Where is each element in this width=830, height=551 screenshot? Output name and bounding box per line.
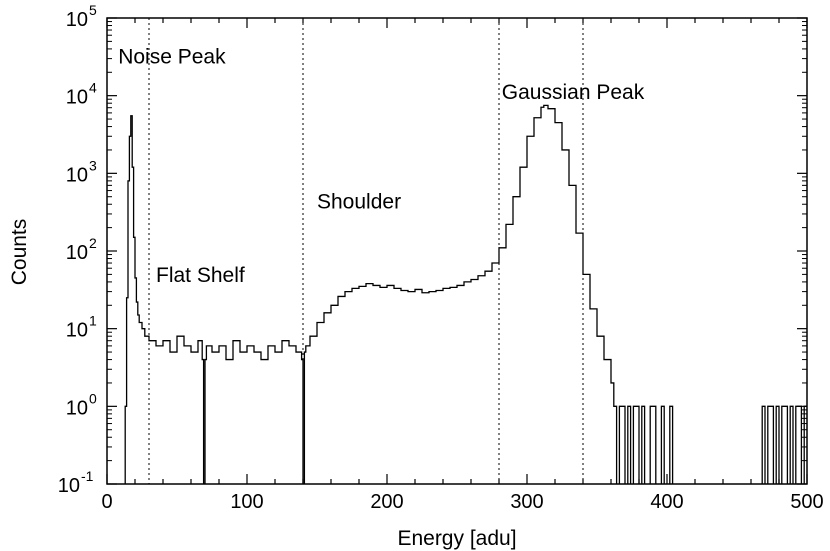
y-tick-label: 10 4 bbox=[66, 80, 97, 109]
x-tick-label: 500 bbox=[790, 491, 823, 513]
x-tick-label: 400 bbox=[650, 491, 683, 513]
y-tick-label: 10 1 bbox=[66, 313, 97, 342]
y-tick-base: 10 bbox=[66, 9, 88, 31]
x-axis-ticks bbox=[106, 18, 808, 484]
y-tick-exponent: 3 bbox=[89, 157, 97, 173]
y-tick-base: 10 bbox=[66, 397, 88, 419]
y-tick-label: 10 3 bbox=[66, 157, 97, 186]
y-tick-base: 10 bbox=[66, 320, 88, 342]
y-axis-title: Counts bbox=[8, 219, 31, 286]
counts-histogram-line bbox=[124, 104, 807, 484]
y-tick-base: 10 bbox=[66, 87, 88, 109]
annotation-label: Shoulder bbox=[317, 191, 401, 214]
annotation-label: Flat Shelf bbox=[156, 264, 245, 287]
chart-annotations: Noise Peak Flat Shelf Shoulder Gaussian Pea… bbox=[118, 45, 645, 286]
y-tick-base: 10 bbox=[58, 475, 80, 497]
x-tick-label: 0 bbox=[101, 491, 112, 513]
x-tick-label: 200 bbox=[370, 491, 403, 513]
y-tick-label: 10 5 bbox=[66, 2, 97, 31]
plot-frame bbox=[106, 17, 808, 485]
y-tick-label: 10 2 bbox=[66, 235, 97, 264]
annotation-label: Noise Peak bbox=[118, 45, 226, 68]
x-tick-label: 300 bbox=[510, 491, 543, 513]
x-axis-tick-labels: 0 100 200 300 400 500 bbox=[101, 491, 823, 513]
x-axis-title: Energy [adu] bbox=[397, 527, 516, 550]
y-tick-exponent: 2 bbox=[89, 235, 97, 251]
y-tick-label: 10 -1 bbox=[58, 468, 94, 497]
y-tick-base: 10 bbox=[66, 242, 88, 264]
y-tick-base: 10 bbox=[66, 164, 88, 186]
y-tick-exponent: -1 bbox=[81, 468, 94, 484]
y-tick-label: 10 0 bbox=[66, 390, 97, 419]
annotation-label: Gaussian Peak bbox=[502, 81, 645, 104]
x-tick-label: 100 bbox=[230, 491, 263, 513]
y-tick-exponent: 4 bbox=[89, 80, 97, 96]
y-axis-ticks bbox=[107, 17, 807, 485]
y-tick-exponent: 1 bbox=[89, 313, 97, 329]
y-tick-exponent: 0 bbox=[89, 390, 97, 406]
y-tick-exponent: 5 bbox=[89, 2, 97, 18]
